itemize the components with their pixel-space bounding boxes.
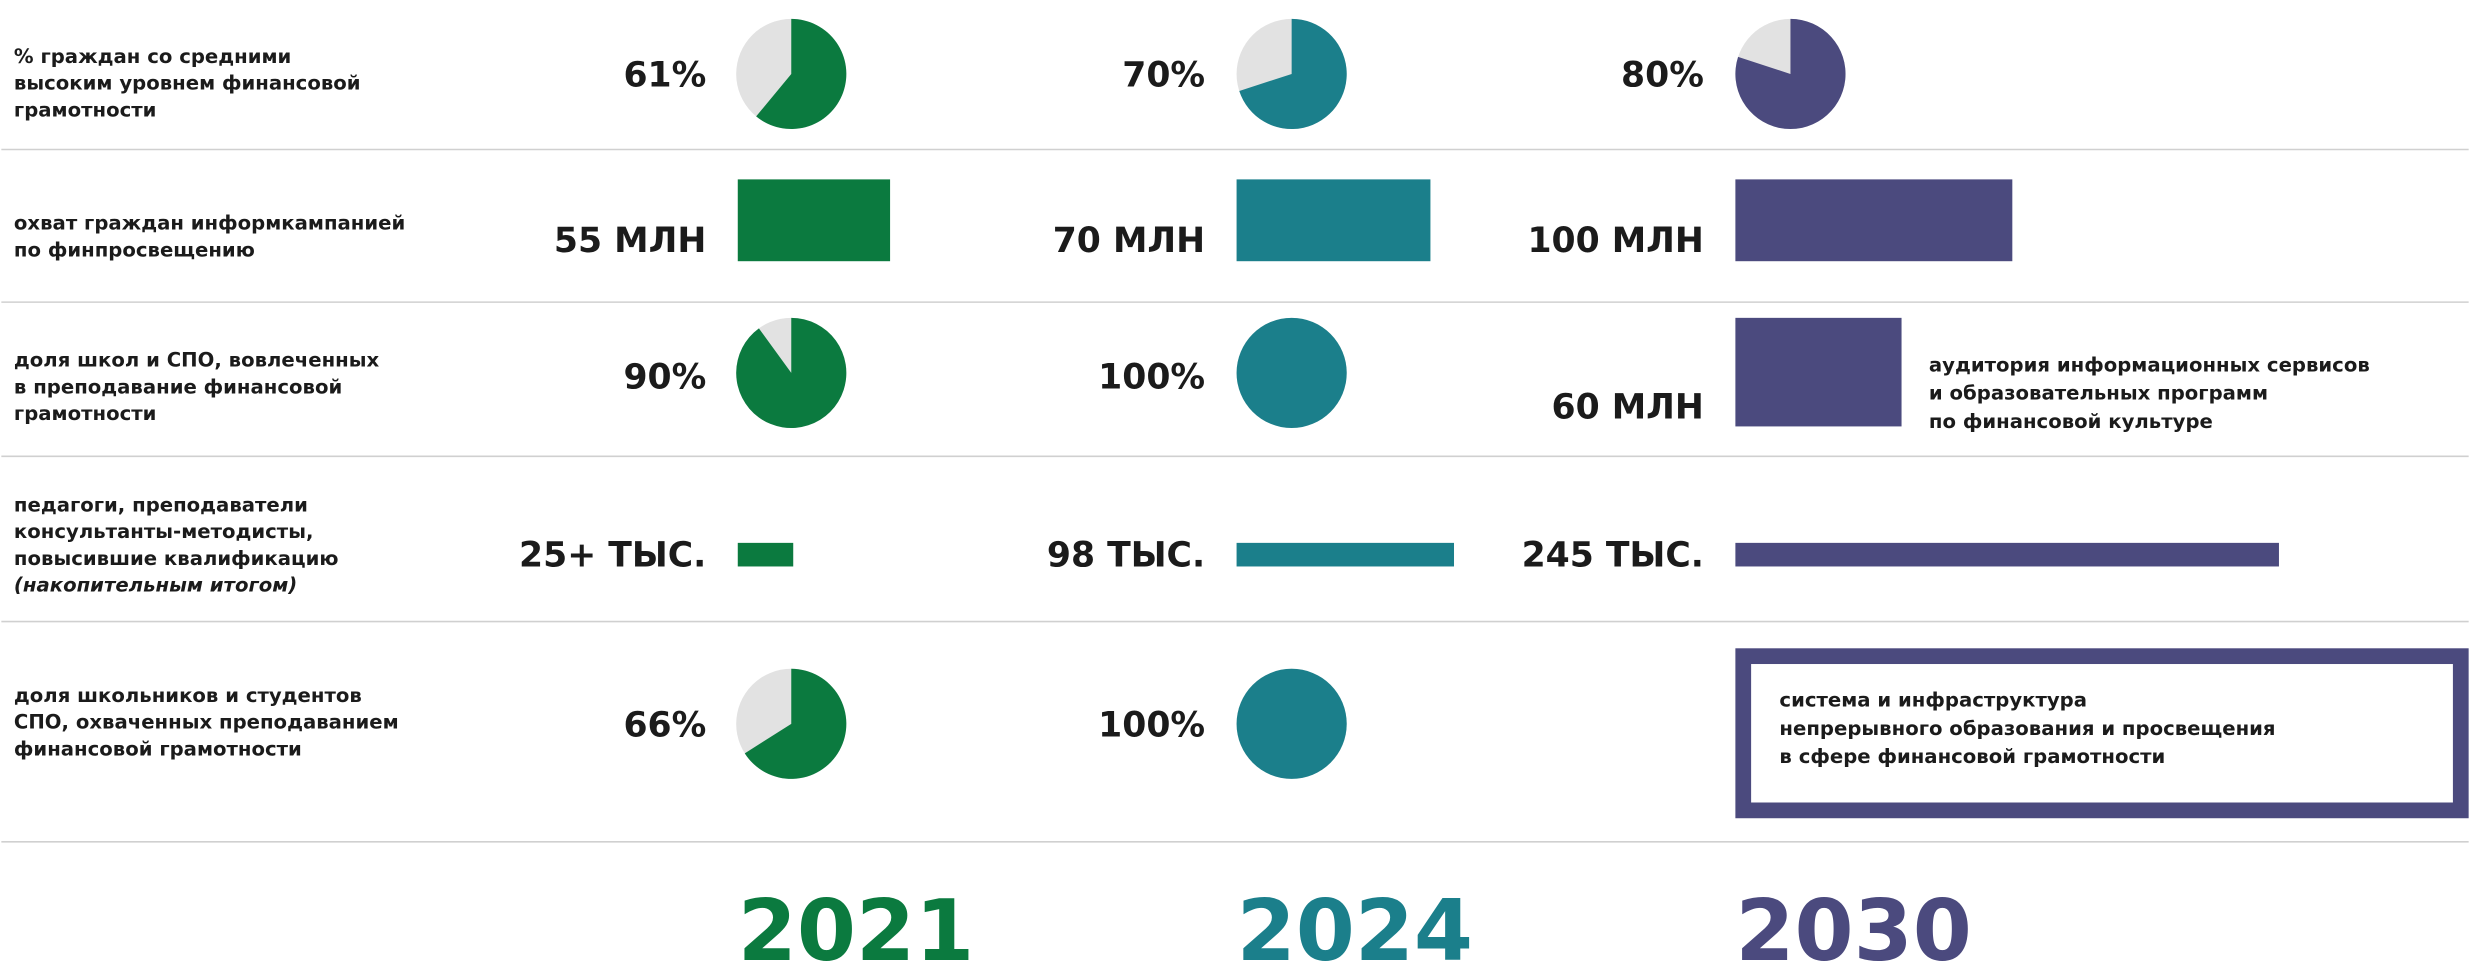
row-label: доля школ и СПО, вовлеченных [14,349,380,372]
year: 2024 [1237,882,1474,963]
value-label: 100% [1098,705,1205,745]
pie-slice [756,18,847,130]
value-label: 61% [623,56,706,96]
value-label: 245 ТЫС. [1522,535,1704,575]
bar [1236,542,1455,567]
pie-slice [1236,668,1347,779]
value-label: 55 МЛН [554,221,706,261]
row-label: финансовой грамотности [14,737,302,760]
row-label: охват граждан информкампанией [14,212,405,235]
pie-slice [1236,317,1347,428]
box [1735,648,2469,819]
row-note: (накопительным итогом) [14,574,297,597]
pie-slice [736,317,847,428]
value-label: 66% [623,705,706,745]
bar [1735,542,2279,567]
box-text: непрерывного образования и просвещения [1779,717,2275,740]
value-label: 90% [623,358,706,398]
pie-slice [744,668,847,779]
pie-slice [1239,18,1347,130]
row-label: грамотности [14,402,156,425]
row-label: консультанты-методисты, [14,520,314,543]
row-label: по финпросвещению [14,238,255,261]
value-label: 98 ТЫС. [1047,535,1205,575]
box-text: в сфере финансовой грамотности [1779,745,2165,768]
bar [1236,179,1431,262]
row-label: СПО, охваченных преподаванием [14,711,399,734]
box-text: система и инфраструктура [1779,689,2087,712]
row-label: % граждан со средними [14,45,291,68]
row-label: педагоги, преподаватели [14,493,308,516]
bar-note: аудитория информационных сервисов [1929,353,2370,376]
bar-note: по финансовой культуре [1929,410,2213,433]
value-label: 100% [1098,358,1205,398]
value-label: 100 МЛН [1527,221,1703,261]
value-label: 70 МЛН [1053,221,1205,261]
row-label: в преподавание финансовой [14,375,342,398]
row-label: повысившие квалификацию [14,547,339,570]
pie-slice [1735,18,1846,130]
row-label: грамотности [14,98,156,121]
row-label: доля школьников и студентов [14,684,362,707]
value-label: 60 МЛН [1552,388,1704,428]
bar [737,542,794,567]
row-label: высоким уровнем финансовой [14,72,361,95]
year: 2030 [1735,882,1972,963]
year: 2021 [738,882,975,963]
value-label: 70% [1122,56,1205,96]
value-label: 25+ ТЫС. [519,535,706,575]
bar [1735,179,2013,262]
value-label: 80% [1621,56,1704,96]
bar [1735,317,1902,427]
bar-note: и образовательных программ [1929,382,2268,405]
bar [737,179,891,262]
